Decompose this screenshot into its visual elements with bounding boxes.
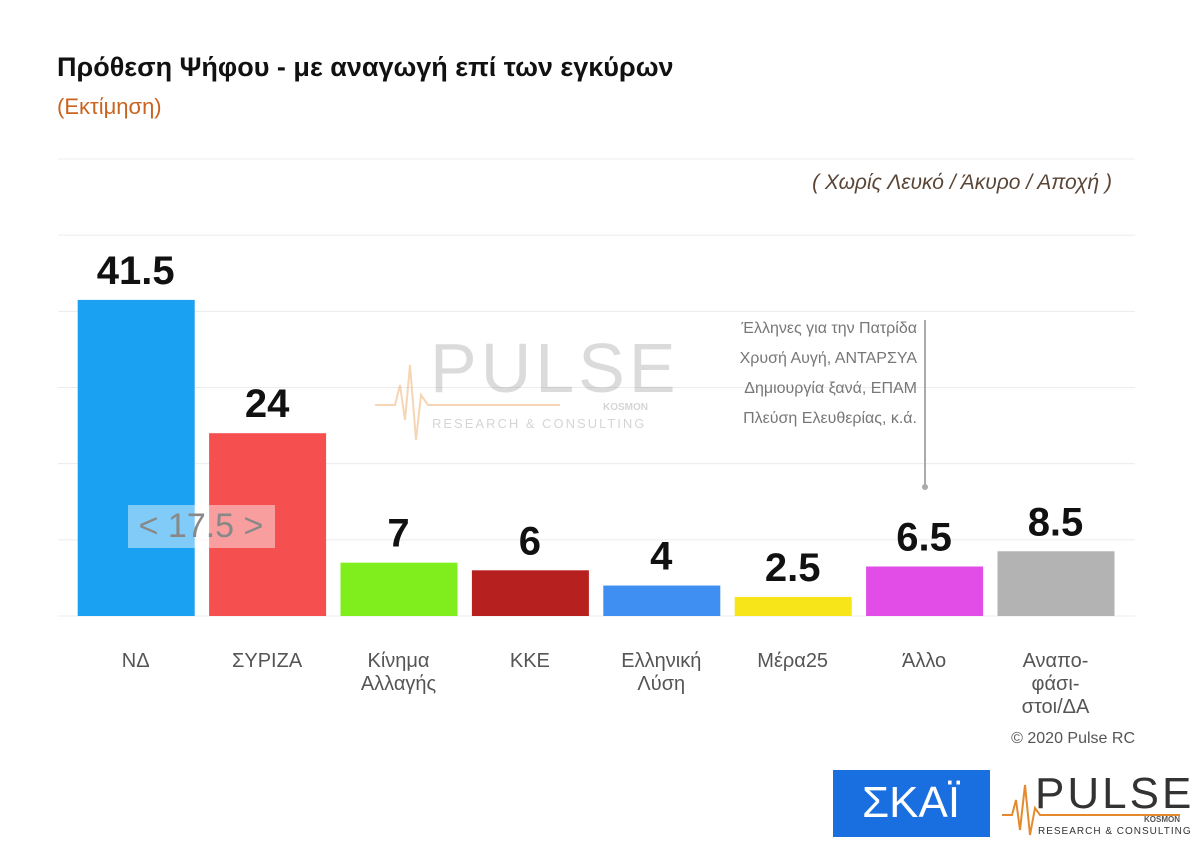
difference-label: < 17.5 > [139,507,264,545]
value-label: 41.5 [97,249,175,293]
annotation-dot [922,484,928,490]
chart-subtitle: (Εκτίμηση) [57,94,162,119]
broadcaster-name: ΣΚΑΪ [862,778,961,827]
watermark: PULSE KOSMON RESEARCH & CONSULTING [375,329,680,441]
chart-title: Πρόθεση Ψήφου - με αναγωγή επί των εγκύρ… [57,52,674,82]
annotation-text: Πλεύση Ελευθερίας, κ.ά. [743,410,917,427]
value-label: 8.5 [1028,500,1084,544]
bar [997,551,1115,616]
bar [209,433,327,616]
bars: 41.5 24 7 6 4 2.5 6.5 8.5 [77,249,1115,616]
watermark-icon [375,364,560,441]
value-label: 2.5 [765,546,821,590]
copyright: © 2020 Pulse RC [1011,730,1135,747]
x-tick-label: Άλλο [902,650,947,672]
x-tick-label: Ελληνική Λύση [621,650,702,695]
watermark-tagline: RESEARCH & CONSULTING [432,416,646,431]
bar [866,566,984,616]
bar [603,585,721,616]
value-label: 24 [245,382,290,426]
pollster-sub: KOSMON [1144,815,1180,824]
difference-box [128,505,275,548]
annotation-text: Δημιουργία ξανά, ΕΠΑΜ [744,380,917,397]
watermark-sub: KOSMON [603,402,648,413]
annotation-text: Έλληνες για την Πατρίδα [740,320,917,337]
x-tick-label: ΣΥΡΙΖΑ [232,650,303,672]
x-tick-label: Κίνημα Αλλαγής [360,650,437,695]
bar [77,299,195,616]
x-tick-label: Μέρα25 [757,650,829,672]
bar [734,596,852,616]
bar [340,562,458,616]
watermark-brand: PULSE [430,329,680,407]
note: ( Χωρίς Λευκό / Άκυρο / Αποχή ) [812,171,1112,194]
value-label: 7 [387,512,409,556]
value-label: 4 [650,535,673,579]
broadcaster-logo [833,770,990,837]
pollster-tagline: RESEARCH & CONSULTING [1038,826,1192,837]
pollster-name: PULSE [1035,769,1194,818]
annotation-text: Χρυσή Αυγή, ΑΝΤΑΡΣΥΑ [740,350,918,367]
x-tick-label: Αναπο- φάσι- στοι/ΔΑ [1021,650,1090,718]
x-tick-label: ΝΔ [121,650,150,672]
bar [471,570,589,616]
value-label: 6 [519,519,541,563]
x-tick-label: ΚΚΕ [509,650,550,672]
value-label: 6.5 [896,515,952,559]
pollster-icon [1002,784,1180,836]
